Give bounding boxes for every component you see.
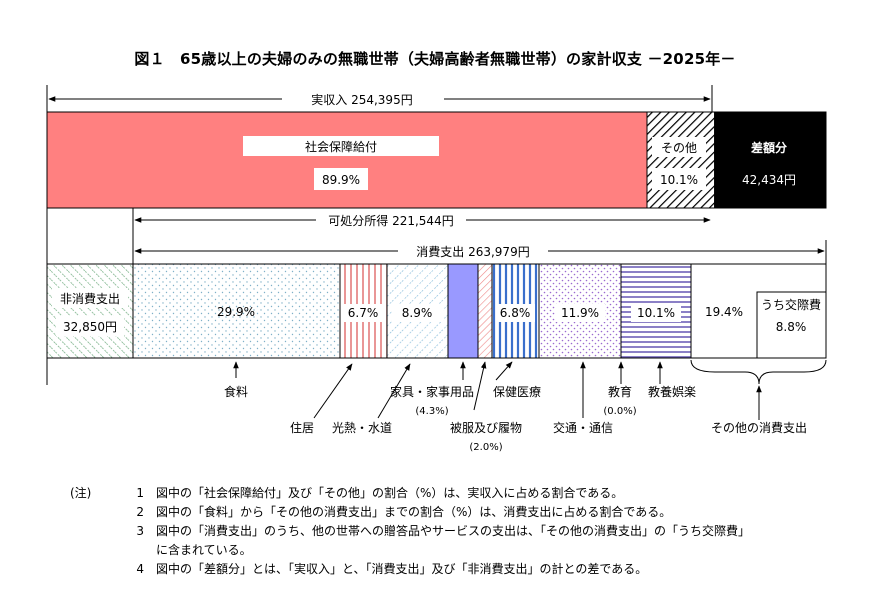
other-income-label: その他 [661,141,697,155]
surplus-label: 差額分 [750,140,787,155]
bar-surplus [714,111,827,209]
non-consumption-amount-box [56,316,124,336]
note-2: 2 図中の「食料」から「その他の消費支出」までの割合（%）は、消費支出に占める割… [70,503,840,522]
utilities-label: 光熱・水道 [332,421,392,435]
note-3: 3 図中の「消費支出」のうち、他の世帯への贈答品やサービスの支出は、「その他の消… [70,522,840,541]
education-pct: (0.0%) [603,406,636,417]
non-consumption-label-box [52,288,128,308]
footnotes: (注) 1 図中の「社会保障給付」及び「その他」の割合（%）は、実収入に占める割… [70,484,840,579]
other-label-box [652,137,706,157]
utilities-pct-box [392,304,443,322]
bar-furniture [447,263,479,359]
furniture-pct: (4.3%) [415,406,448,417]
clothing-pct: (2.0%) [469,442,502,453]
other-consumption-pct: 19.4% [705,305,743,319]
note-text: 図中の「食料」から「その他の消費支出」までの割合（%）は、消費支出に占める割合で… [156,505,672,519]
bar-non-consumption [46,263,134,359]
other-pct-box [652,168,706,190]
note-text: 図中の「差額分」とは、「実収入」と、「消費支出」及び「非消費支出」の計との差であ… [156,562,648,576]
education-label: 教育 [608,384,632,399]
bar-clothing [477,263,493,359]
social-pct-box [314,168,368,190]
income-label: 実収入 254,395円 [311,92,412,107]
disposable-label-bg [316,211,466,229]
other-income-pct: 10.1% [660,173,698,187]
bar-social-expenses [756,291,827,359]
note-4: 4 図中の「差額分」とは、「実収入」と、「消費支出」及び「非消費支出」の計との差… [70,560,840,579]
housing-label: 住居 [290,421,314,435]
transport-pct-box [555,304,605,322]
note-1: (注) 1 図中の「社会保障給付」及び「その他」の割合（%）は、実収入に占める割… [70,484,840,503]
social-expenses-pct: 8.8% [776,320,807,334]
social-expenses-label: うち交際費 [761,297,821,312]
surplus-amount: 42,434円 [742,173,796,187]
note-text: 図中の「消費支出」のうち、他の世帯への贈答品やサービスの支出は、「その他の消費支… [156,524,751,538]
note-number: 1 [136,486,144,500]
culture-pct: 10.1% [637,306,675,320]
note-number: 4 [136,562,144,576]
bar-food [132,263,341,359]
housing-pct-box [344,304,383,322]
non-consumption-amount: 32,850円 [63,320,117,334]
medical-pct: 6.8% [500,306,531,320]
furniture-label: 家具・家事用品 [390,384,474,399]
note-number: 3 [136,524,144,538]
other-consumption-label: その他の消費支出 [711,420,807,435]
social-label-box [243,136,439,156]
transport-label: 交通・通信 [553,420,613,435]
transport-pct: 11.9% [561,306,599,320]
social-security-label: 社会保障給付 [305,139,377,154]
note-3-continuation: に含まれている。 [156,543,252,557]
housing-pct: 6.7% [348,306,379,320]
food-label: 食料 [224,384,248,399]
food-pct: 29.9% [217,305,255,319]
bar-social-security [46,111,648,209]
disposable-label: 可処分所得 221,544円 [328,213,453,228]
utilities-pct: 8.9% [402,306,433,320]
culture-label: 教養娯楽 [648,384,696,399]
household-budget-chart: 実収入 254,395円 社会保障給付 89.9% その他 10.1% 差額分 … [46,85,827,453]
note-number: 2 [136,505,144,519]
income-bar [46,111,827,209]
social-security-pct: 89.9% [322,173,360,187]
note-text: 図中の「社会保障給付」及び「その他」の割合（%）は、実収入に占める割合である。 [156,486,624,500]
chart-title: 図１ 65歳以上の夫婦のみの無職世帯（夫婦高齢者無職世帯）の家計収支 －2025… [134,50,736,68]
bar-other-income [646,111,716,209]
culture-pct-box [631,304,681,322]
medical-pct-box [496,304,535,322]
clothing-label: 被服及び履物 [450,421,522,435]
medical-label: 保健医療 [493,385,541,399]
callout-arrows [233,359,827,420]
income-label-bg [282,90,444,108]
consumption-label: 消費支出 263,979円 [416,244,529,259]
note-head: (注) [70,486,92,500]
non-consumption-label: 非消費支出 [60,291,120,306]
consumption-label-bg [398,242,548,260]
